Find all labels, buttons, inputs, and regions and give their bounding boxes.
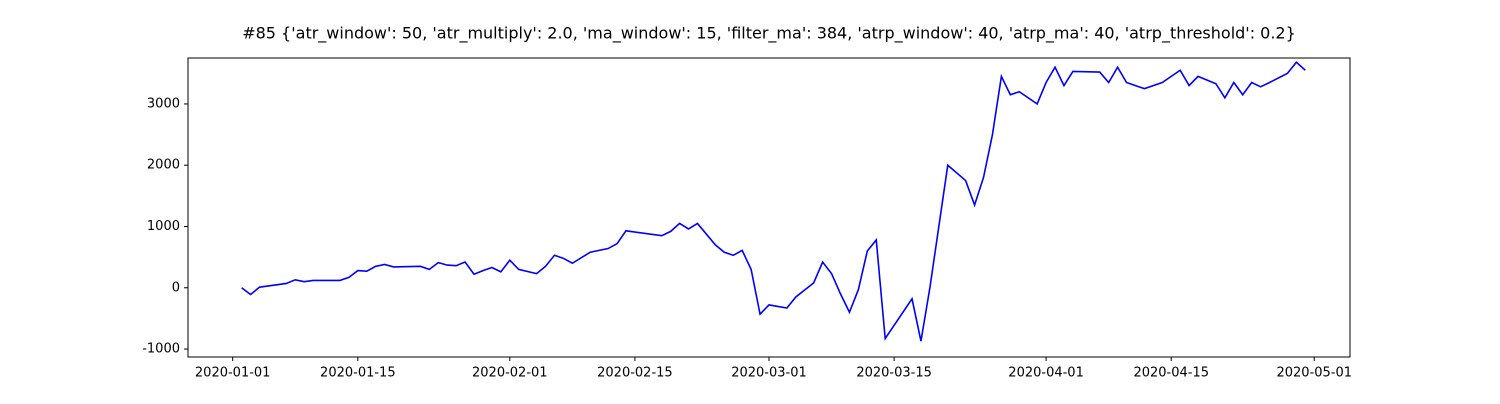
x-tick-label: 2020-02-01	[472, 366, 548, 381]
x-tick-label: 2020-01-15	[320, 366, 396, 381]
chart-title: #85 {'atr_window': 50, 'atr_multiply': 2…	[242, 24, 1296, 44]
x-tick-label: 2020-04-01	[1008, 366, 1084, 381]
x-tick-label: 2020-04-15	[1133, 366, 1209, 381]
plot-frame	[187, 57, 1351, 358]
x-tick-label: 2020-03-01	[731, 366, 807, 381]
y-tick-label: 2000	[147, 158, 180, 173]
x-tick-label: 2020-05-01	[1276, 366, 1352, 381]
y-tick-label: 3000	[147, 96, 180, 111]
x-tick-label: 2020-02-15	[597, 366, 673, 381]
y-tick-label: 0	[172, 280, 180, 295]
x-tick-label: 2020-03-15	[856, 366, 932, 381]
x-tick-label: 2020-01-01	[195, 366, 271, 381]
y-tick-label: -1000	[142, 342, 180, 357]
line	[241, 61, 1306, 342]
y-tick-label: 1000	[147, 219, 180, 234]
